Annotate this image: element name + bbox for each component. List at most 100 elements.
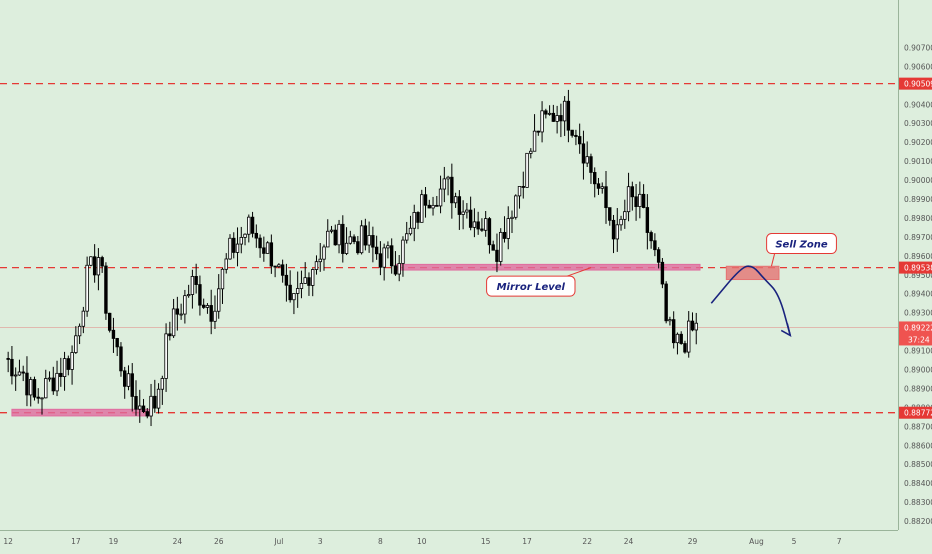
candle-body bbox=[537, 131, 540, 132]
candle-body bbox=[436, 205, 439, 206]
candle-body bbox=[616, 225, 619, 239]
candle-body bbox=[293, 293, 296, 299]
candle-body bbox=[575, 135, 578, 136]
price-tick-label: 0.89000 bbox=[904, 366, 932, 375]
time-tick-label: 3 bbox=[318, 537, 323, 546]
time-tick-label: 12 bbox=[3, 537, 13, 546]
candle-body bbox=[390, 246, 393, 266]
time-tick-label: 24 bbox=[173, 537, 183, 546]
time-tick-label: 19 bbox=[109, 537, 119, 546]
price-tick-label: 0.89300 bbox=[904, 309, 932, 318]
candle-body bbox=[7, 358, 10, 359]
price-tick-label: 0.89600 bbox=[904, 252, 932, 261]
time-tick-label: 5 bbox=[792, 537, 797, 546]
candle-body bbox=[687, 321, 690, 352]
candle-body bbox=[533, 131, 536, 151]
time-tick-label: 22 bbox=[582, 537, 592, 546]
candle-body bbox=[217, 289, 220, 311]
candle-body bbox=[150, 396, 153, 416]
time-tick-label: 8 bbox=[378, 537, 383, 546]
candle-body bbox=[18, 372, 21, 375]
candle-body bbox=[300, 283, 303, 288]
candle-body bbox=[424, 195, 427, 206]
price-tick-label: 0.89800 bbox=[904, 214, 932, 223]
candle-body bbox=[138, 406, 141, 409]
candle-body bbox=[255, 233, 258, 238]
candle-body bbox=[360, 226, 363, 253]
candle-body bbox=[466, 210, 469, 212]
candle-body bbox=[116, 338, 119, 346]
candle-body bbox=[86, 265, 89, 311]
time-tick-label: 7 bbox=[837, 537, 842, 546]
candle-body bbox=[597, 184, 600, 189]
candle-body bbox=[97, 258, 100, 275]
price-tick-label: 0.88200 bbox=[904, 517, 932, 526]
candle-body bbox=[169, 334, 172, 336]
candle-body bbox=[210, 305, 213, 321]
candle-body bbox=[499, 232, 502, 261]
candle-body bbox=[417, 212, 420, 222]
candle-body bbox=[496, 250, 499, 261]
candle-body bbox=[108, 313, 111, 330]
candle-body bbox=[661, 262, 664, 284]
candle-body bbox=[518, 186, 521, 195]
candle-body bbox=[624, 212, 627, 220]
candle-body bbox=[488, 219, 491, 245]
candle-body bbox=[364, 226, 367, 245]
candle-body bbox=[372, 235, 375, 247]
candle-body bbox=[428, 205, 431, 208]
candle-body bbox=[131, 374, 134, 397]
candle-body bbox=[503, 232, 506, 238]
candle-body bbox=[157, 389, 160, 408]
candle-body bbox=[154, 396, 157, 408]
candle-body bbox=[447, 177, 450, 179]
candle-body bbox=[420, 195, 423, 223]
candle-body bbox=[315, 262, 318, 270]
candle-body bbox=[52, 378, 55, 391]
price-tick-label: 0.88300 bbox=[904, 498, 932, 507]
time-tick-label: 15 bbox=[481, 537, 491, 546]
candle-body bbox=[409, 228, 412, 233]
price-tick-label: 0.88400 bbox=[904, 479, 932, 488]
candle-body bbox=[398, 263, 401, 274]
time-tick-label: 10 bbox=[417, 537, 427, 546]
candle-body bbox=[180, 314, 183, 315]
candle-body bbox=[289, 285, 292, 300]
price-tick-label: 0.88900 bbox=[904, 384, 932, 393]
candle-body bbox=[146, 412, 149, 416]
candle-body bbox=[90, 257, 93, 266]
price-tick-label: 0.90600 bbox=[904, 62, 932, 71]
candle-body bbox=[71, 353, 74, 370]
candle-body bbox=[44, 379, 47, 398]
candle-body bbox=[635, 197, 638, 207]
candle-body bbox=[582, 144, 585, 163]
candle-body bbox=[586, 157, 589, 163]
candle-body bbox=[492, 245, 495, 250]
candle-body bbox=[259, 238, 262, 248]
callout-label-0: Mirror Level bbox=[497, 282, 566, 293]
candle-body bbox=[184, 296, 187, 314]
candle-body bbox=[14, 375, 17, 376]
current-price-label: 0.89222 bbox=[904, 323, 932, 332]
candle-body bbox=[642, 194, 645, 207]
candle-body bbox=[244, 234, 247, 237]
candle-body bbox=[601, 187, 604, 189]
candle-body bbox=[563, 101, 566, 121]
candle-body bbox=[206, 305, 209, 307]
candle-body bbox=[665, 284, 668, 321]
price-tick-label: 0.88700 bbox=[904, 422, 932, 431]
level-price-badge-label-0: 0.90509 bbox=[904, 80, 932, 89]
candle-body bbox=[357, 242, 360, 253]
candle-body bbox=[650, 233, 653, 241]
candle-body bbox=[639, 194, 642, 206]
zone-2 bbox=[726, 266, 779, 279]
candle-body bbox=[530, 151, 533, 153]
candle-body bbox=[338, 224, 341, 244]
candle-body bbox=[432, 205, 435, 208]
candle-body bbox=[29, 380, 32, 395]
candle-body bbox=[311, 270, 314, 286]
candle-body bbox=[93, 257, 96, 275]
